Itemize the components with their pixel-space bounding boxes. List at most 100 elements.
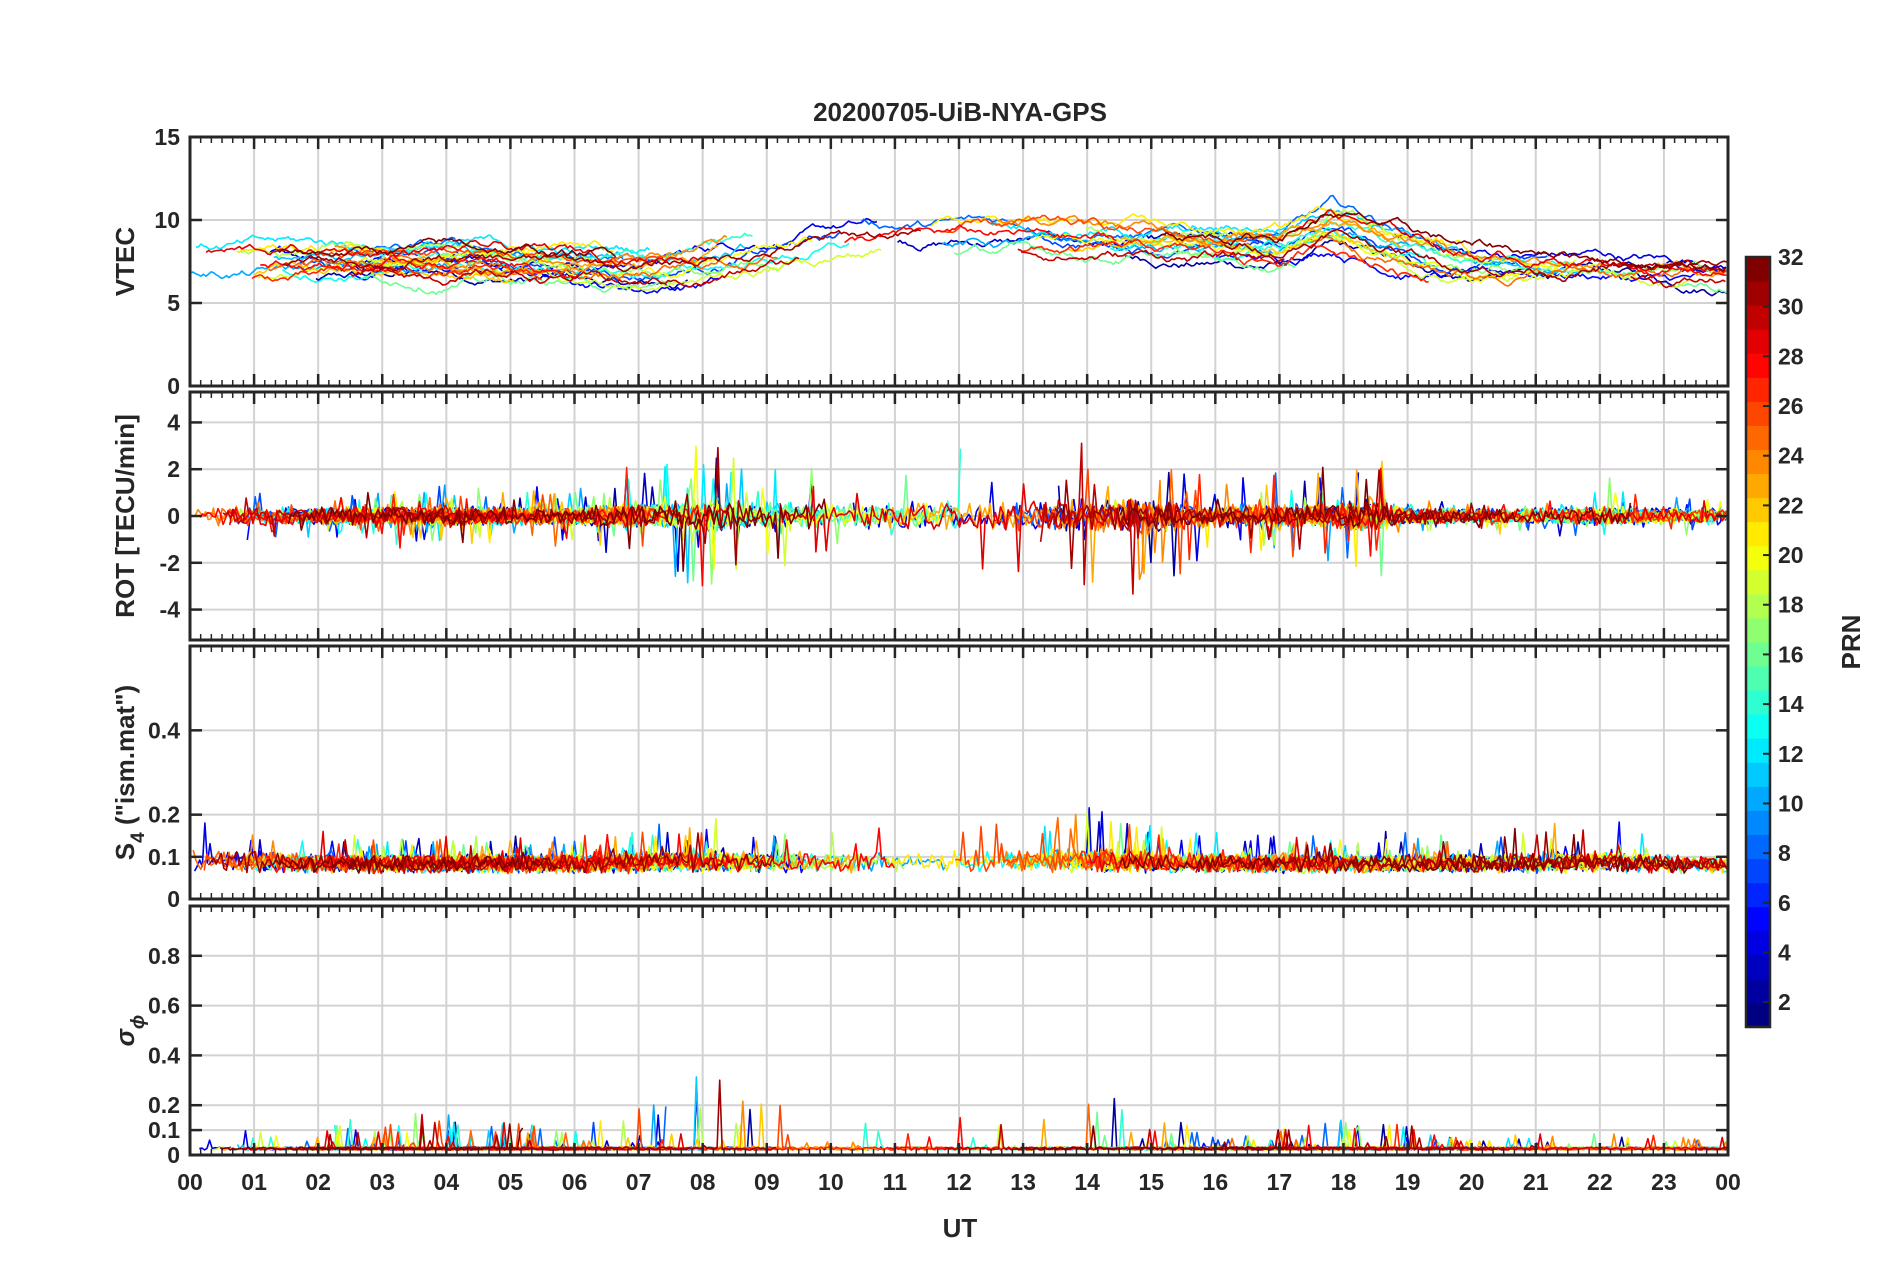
x-tick-label: 07 bbox=[626, 1169, 652, 1195]
panel-s4: 0 0.1 0.2 0.4S4 ("ism.mat") bbox=[110, 644, 1730, 912]
colorbar-segment bbox=[1746, 930, 1770, 956]
colorbar-segment bbox=[1746, 858, 1770, 884]
colorbar-segment bbox=[1746, 569, 1770, 595]
y-tick-label: -4 bbox=[160, 597, 181, 623]
colorbar-tick-label: 16 bbox=[1778, 641, 1804, 667]
x-tick-label: 18 bbox=[1331, 1169, 1357, 1195]
colorbar-segment bbox=[1746, 281, 1770, 306]
x-tick-label: 17 bbox=[1267, 1169, 1293, 1195]
y-tick-label: 0.1 bbox=[148, 1117, 180, 1143]
y-tick-label: 0.6 bbox=[148, 993, 180, 1019]
colorbar-tick-label: 4 bbox=[1778, 939, 1791, 965]
grid-rot bbox=[190, 392, 1728, 640]
series-group-s4 bbox=[192, 807, 1728, 875]
x-tick-label: 00 bbox=[1715, 1169, 1741, 1195]
series-prn-30 bbox=[349, 248, 1726, 289]
y-tick-label: 2 bbox=[167, 456, 180, 482]
x-axis: 00 01 02 03 04 05 06 07 08 09 10 11 12 13 14 15 16 17 18 19… bbox=[177, 1169, 1741, 1195]
y-tick-label: 0.2 bbox=[148, 1092, 180, 1118]
colorbar-segment bbox=[1746, 834, 1770, 860]
x-tick-label: 23 bbox=[1651, 1169, 1677, 1195]
series-prn-31 bbox=[282, 228, 1727, 283]
y-tick-label: 15 bbox=[154, 124, 180, 150]
colorbar-segment bbox=[1746, 497, 1770, 523]
colorbar-segment bbox=[1746, 305, 1770, 330]
colorbar-segment bbox=[1746, 738, 1770, 763]
panel-rot: -4 -2 0 2 4 ROT [TECU/min] bbox=[110, 390, 1730, 642]
series-prn-16 bbox=[364, 240, 1727, 295]
y-tick-label: 0 bbox=[167, 886, 180, 912]
x-tick-label: 00 bbox=[177, 1169, 203, 1195]
x-tick-label: 08 bbox=[690, 1169, 716, 1195]
y-tick-label: 5 bbox=[167, 290, 180, 316]
colorbar-tick-label: 32 bbox=[1778, 244, 1804, 270]
x-tick-label: 15 bbox=[1138, 1169, 1164, 1195]
colorbar-segment bbox=[1746, 786, 1770, 811]
series-prn-27 bbox=[251, 238, 1429, 283]
colorbar-segment bbox=[1746, 329, 1770, 354]
y-axis-title-s4: S4 ("ism.mat") bbox=[110, 685, 149, 860]
panel-vtec: 0 5 10 15 VTEC bbox=[110, 124, 1730, 399]
x-tick-label: 02 bbox=[305, 1169, 331, 1195]
colorbar-segment bbox=[1746, 810, 1770, 835]
colorbar-segment bbox=[1746, 1002, 1770, 1028]
ticks-vtec: 0 5 10 15 bbox=[154, 124, 1730, 399]
y-tick-label: 0.8 bbox=[148, 943, 180, 969]
x-tick-label: 03 bbox=[369, 1169, 395, 1195]
x-tick-label: 14 bbox=[1074, 1169, 1100, 1195]
y-tick-label: 0 bbox=[167, 503, 180, 529]
series-prn-25 bbox=[269, 235, 1727, 287]
series-group-rot bbox=[194, 442, 1728, 595]
colorbar-segment bbox=[1746, 593, 1770, 619]
colorbar-tick-label: 12 bbox=[1778, 741, 1804, 767]
y-axis-title-sigma_phi: σϕ bbox=[110, 1015, 149, 1047]
series-group-vtec bbox=[190, 194, 1728, 297]
colorbar-segment bbox=[1746, 425, 1770, 450]
colorbar-segment bbox=[1746, 906, 1770, 932]
colorbar-segment bbox=[1746, 690, 1770, 715]
colorbar-tick-label: 14 bbox=[1778, 691, 1804, 717]
x-tick-label: 21 bbox=[1523, 1169, 1549, 1195]
series-prn-18 bbox=[240, 209, 1502, 265]
colorbar-segment bbox=[1746, 617, 1770, 643]
x-tick-label: 22 bbox=[1587, 1169, 1613, 1195]
colorbar-segment bbox=[1746, 449, 1770, 475]
colorbar-segment bbox=[1746, 521, 1770, 547]
colorbar-segment bbox=[1746, 666, 1770, 691]
x-tick-label: 13 bbox=[1010, 1169, 1036, 1195]
y-tick-label: 10 bbox=[154, 207, 180, 233]
colorbar-segment bbox=[1746, 545, 1770, 571]
series-prn-32 bbox=[276, 212, 1727, 272]
x-tick-label: 16 bbox=[1203, 1169, 1229, 1195]
y-tick-label: 0.1 bbox=[148, 844, 180, 870]
colorbar-tick-label: 6 bbox=[1778, 890, 1791, 916]
colorbar-tick-label: 8 bbox=[1778, 840, 1791, 866]
x-tick-label: 12 bbox=[946, 1169, 972, 1195]
ticks-s4: 0 0.1 0.2 0.4 bbox=[148, 646, 1730, 912]
panel-sigma_phi: 00.10.2 0.4 0.6 0.8 σϕ bbox=[110, 904, 1730, 1168]
colorbar-segment bbox=[1746, 978, 1770, 1004]
colorbar-tick-label: 2 bbox=[1778, 989, 1791, 1015]
y-tick-label: 4 bbox=[167, 409, 180, 435]
y-axis-title-vtec: VTEC bbox=[110, 227, 140, 297]
colorbar-segment bbox=[1746, 257, 1770, 282]
colorbar-tick-label: 26 bbox=[1778, 393, 1804, 419]
colorbar-segment bbox=[1746, 762, 1770, 787]
series-prn-32 bbox=[273, 827, 1695, 875]
series-group-sigma_phi bbox=[199, 1076, 1728, 1151]
ticks-sigma_phi: 00.10.2 0.4 0.6 0.8 bbox=[148, 906, 1730, 1168]
x-tick-label: 04 bbox=[434, 1169, 460, 1195]
colorbar-segment bbox=[1746, 473, 1770, 499]
y-tick-label: 0.4 bbox=[148, 717, 180, 743]
x-tick-label: 11 bbox=[883, 1169, 908, 1195]
colorbar-segment bbox=[1746, 377, 1770, 402]
colorbar-tick-label: 28 bbox=[1778, 343, 1804, 369]
y-tick-label: -2 bbox=[160, 550, 180, 576]
colorbar-label: PRN bbox=[1836, 615, 1866, 670]
colorbar-tick-label: 10 bbox=[1778, 790, 1804, 816]
x-tick-label: 06 bbox=[562, 1169, 588, 1195]
series-prn-32 bbox=[287, 466, 1632, 572]
y-axis-title-rot: ROT [TECU/min] bbox=[110, 414, 140, 618]
colorbar-segment bbox=[1746, 954, 1770, 980]
